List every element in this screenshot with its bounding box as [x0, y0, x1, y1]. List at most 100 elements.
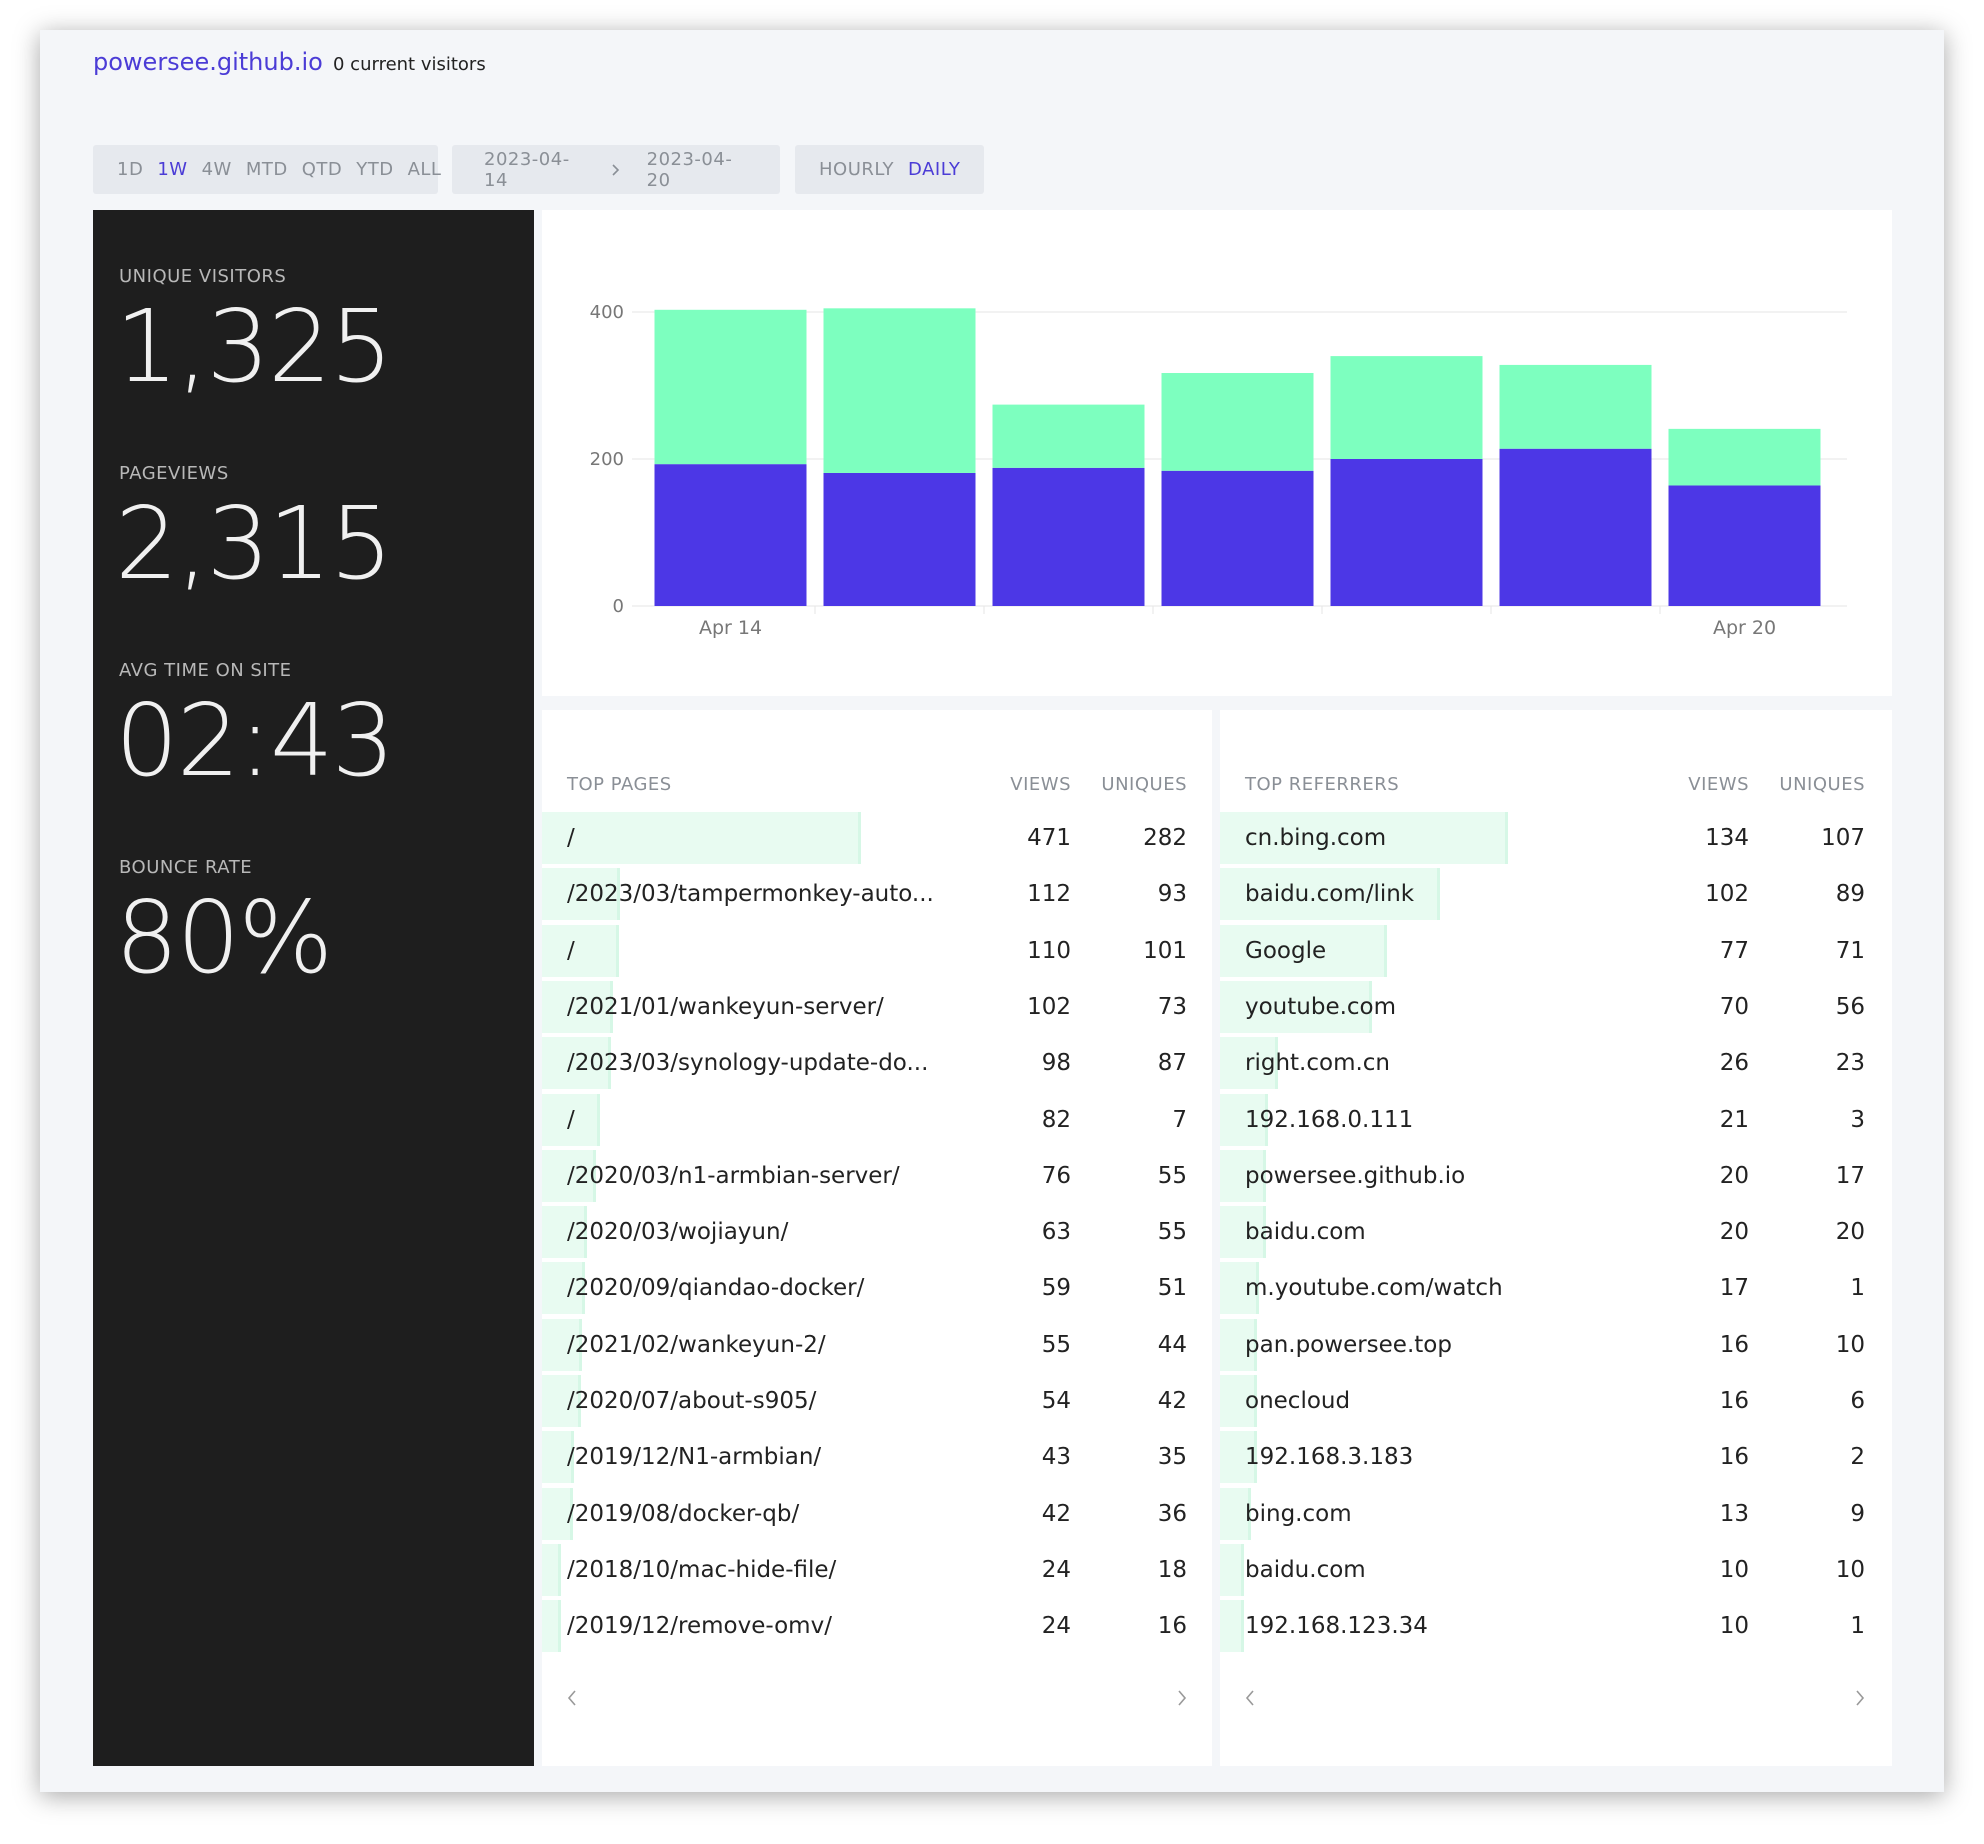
column-header: VIEWS [1010, 774, 1071, 795]
range-button[interactable]: QTD [301, 159, 343, 180]
bar [1330, 356, 1483, 459]
table-row[interactable]: /2020/07/about-s905/54 42 [542, 1375, 1212, 1431]
y-tick-label: 200 [590, 449, 624, 470]
row-views: 16 [1719, 1388, 1749, 1414]
range-button[interactable]: MTD [245, 159, 288, 180]
views-bar [1220, 1262, 1260, 1315]
stat-label: UNIQUE VISITORS [119, 266, 287, 287]
row-name: pan.powersee.top [1245, 1331, 1452, 1358]
table-row[interactable]: 192.168.123.34 10 1 [1220, 1600, 1892, 1656]
row-uniques: 42 [1157, 1388, 1187, 1414]
table-row[interactable]: /2021/01/wankeyun-server/102 73 [542, 980, 1212, 1037]
row-views: 54 [1041, 1388, 1071, 1414]
row-name: 192.168.0.111 [1245, 1106, 1414, 1133]
views-bar [542, 1037, 611, 1090]
date-separator [612, 163, 620, 176]
row-name: /2019/12/N1-armbian/ [567, 1444, 822, 1471]
date-to[interactable]: 2023-04-20 [646, 148, 733, 191]
row-uniques: 17 [1835, 1162, 1865, 1189]
table-row[interactable]: 192.168.0.111 21 3 [1220, 1093, 1892, 1150]
views-bar [1220, 1431, 1258, 1484]
pagination [542, 1686, 1212, 1710]
views-bar [542, 1318, 582, 1371]
table-row[interactable]: onecloud 16 6 [1220, 1375, 1892, 1431]
row-name: onecloud [1245, 1388, 1351, 1414]
row-name: /2021/02/wankeyun-2/ [567, 1331, 826, 1358]
site-name[interactable]: powersee.github.io [93, 48, 323, 76]
table-row[interactable]: right.com.cn 26 23 [1220, 1037, 1892, 1093]
row-name: powersee.github.io [1245, 1162, 1466, 1189]
range-buttons: 1D 1W 4W MTD QTD YTD ALL [93, 145, 441, 194]
table-row[interactable]: /2023/03/tampermonkey-auto... 112 93 [542, 868, 1212, 924]
table-row[interactable]: Google 77 71 [1220, 924, 1892, 981]
bar [654, 464, 807, 606]
table-row[interactable]: / 110 101 [542, 924, 1212, 981]
views-bar [1220, 980, 1372, 1033]
pagination-arrows[interactable] [542, 1686, 1212, 1710]
range-button[interactable]: YTD [356, 159, 394, 180]
table-row[interactable]: cn.bing.com 134 107 [1220, 812, 1892, 868]
views-bar [542, 1431, 574, 1484]
top-referrers-panel: TOP REFERRERS VIEWS UNIQUES cn.bing.com 134 1… [1220, 710, 1892, 1766]
prev-arrow[interactable] [567, 1690, 576, 1706]
table-row[interactable]: bing.com 13 9 [1220, 1487, 1892, 1544]
row-views: 112 [1027, 881, 1071, 908]
row-views: 55 [1041, 1331, 1071, 1358]
table-row[interactable]: 192.168.3.183 16 2 [1220, 1431, 1892, 1487]
row-views: 98 [1041, 1050, 1071, 1077]
table-row[interactable]: / 471 282 [542, 812, 1212, 868]
row-views: 21 [1719, 1106, 1749, 1133]
granularity-button[interactable]: DAILY [908, 159, 961, 180]
row-views: 20 [1719, 1219, 1749, 1246]
table-row[interactable]: /2023/03/synology-update-do... 98 87 [542, 1037, 1212, 1093]
row-views: 59 [1041, 1275, 1071, 1302]
table-row[interactable]: /2018/10/mac-hide-file/24 18 [542, 1543, 1212, 1600]
row-uniques: 89 [1835, 881, 1865, 908]
next-arrow[interactable] [1856, 1690, 1865, 1706]
row-name: /2023/03/synology-update-do... [567, 1050, 929, 1077]
views-bar [1220, 1093, 1268, 1146]
prev-arrow[interactable] [1245, 1690, 1254, 1706]
row-views: 76 [1041, 1162, 1071, 1189]
row-uniques: 282 [1143, 825, 1187, 851]
row-name: bing.com [1245, 1500, 1352, 1527]
table-row[interactable]: /2021/02/wankeyun-2/55 44 [542, 1318, 1212, 1375]
range-button[interactable]: 4W [201, 159, 232, 180]
table-row[interactable]: /2019/08/docker-qb/42 36 [542, 1487, 1212, 1544]
row-name: /2019/08/docker-qb/ [567, 1500, 800, 1527]
table-row[interactable]: baidu.com 20 20 [1220, 1206, 1892, 1262]
views-bar [1220, 1600, 1245, 1653]
table-row[interactable]: /2020/03/n1-armbian-server/76 55 [542, 1149, 1212, 1206]
row-name: /2020/07/about-s905/ [567, 1388, 817, 1414]
row-name: / [567, 937, 575, 964]
table-row[interactable]: / 82 7 [542, 1093, 1212, 1150]
bar [1161, 373, 1314, 471]
views-bar [1220, 1375, 1258, 1427]
pagination-arrows[interactable] [1220, 1686, 1892, 1710]
table-row[interactable]: /2019/12/remove-omv/24 16 [542, 1600, 1212, 1656]
range-button[interactable]: 1W [157, 159, 188, 180]
table-row[interactable]: youtube.com 70 56 [1220, 980, 1892, 1037]
range-button[interactable]: ALL [407, 159, 442, 180]
table-row[interactable]: baidu.com/link 102 89 [1220, 868, 1892, 924]
table-row[interactable]: /2019/12/N1-armbian/43 35 [542, 1431, 1212, 1487]
row-name: /2021/01/wankeyun-server/ [567, 993, 884, 1020]
table-row[interactable]: m.youtube.com/watch 17 1 [1220, 1262, 1892, 1318]
date-range[interactable]: 2023-04-14 2023-04-20 [452, 145, 780, 194]
table-row[interactable]: /2020/03/wojiayun/63 55 [542, 1206, 1212, 1262]
table-row[interactable]: pan.powersee.top 16 10 [1220, 1318, 1892, 1375]
date-from[interactable]: 2023-04-14 [484, 148, 570, 191]
views-bar [542, 1375, 582, 1427]
current-visitors: 0 current visitors [333, 54, 486, 75]
column-header: VIEWS [1688, 774, 1749, 795]
range-button[interactable]: 1D [117, 159, 144, 180]
row-name: 192.168.123.34 [1245, 1613, 1428, 1640]
x-tick-label: Apr 14 [699, 617, 762, 639]
table-row[interactable]: powersee.github.io 20 17 [1220, 1149, 1892, 1206]
row-uniques: 1 [1850, 1613, 1865, 1640]
granularity-button[interactable]: HOURLY [819, 159, 895, 180]
bar [1161, 470, 1314, 606]
table-row[interactable]: baidu.com 10 10 [1220, 1543, 1892, 1600]
next-arrow[interactable] [1178, 1690, 1187, 1706]
table-row[interactable]: /2020/09/qiandao-docker/59 51 [542, 1262, 1212, 1318]
